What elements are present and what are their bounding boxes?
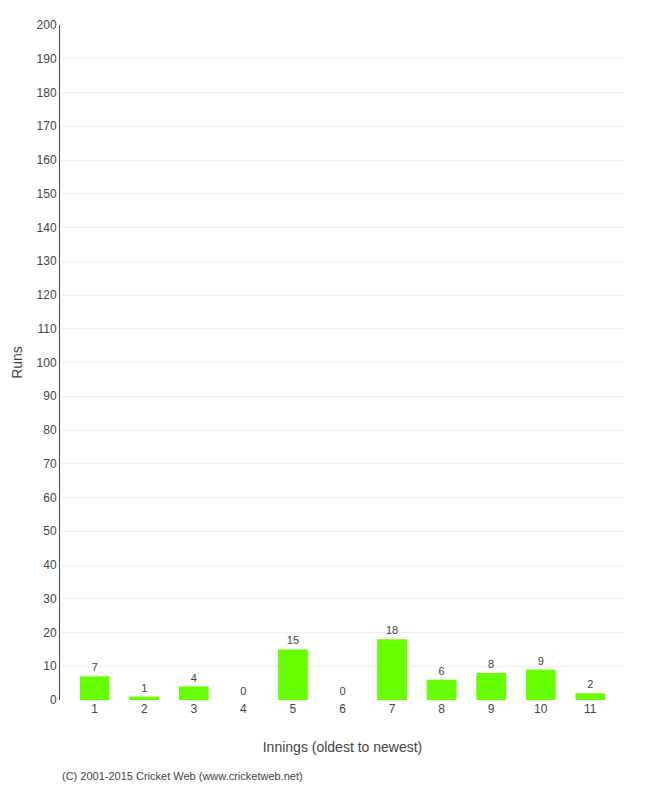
svg-text:190: 190 (37, 52, 57, 66)
svg-text:15: 15 (287, 634, 299, 646)
svg-text:120: 120 (37, 288, 57, 302)
svg-text:30: 30 (43, 592, 57, 606)
svg-text:10: 10 (43, 659, 57, 673)
svg-text:2: 2 (141, 702, 148, 716)
svg-text:Runs: Runs (9, 346, 25, 379)
svg-text:90: 90 (43, 389, 57, 403)
svg-text:170: 170 (37, 119, 57, 133)
svg-text:0: 0 (240, 685, 246, 697)
svg-text:60: 60 (43, 491, 57, 505)
svg-text:130: 130 (37, 254, 57, 268)
svg-text:140: 140 (37, 221, 57, 235)
svg-text:0: 0 (339, 685, 345, 697)
svg-text:6: 6 (439, 665, 445, 677)
svg-text:(C) 2001-2015 Cricket Web (www: (C) 2001-2015 Cricket Web (www.cricketwe… (62, 770, 303, 782)
svg-text:4: 4 (191, 672, 197, 684)
svg-text:2: 2 (587, 678, 593, 690)
svg-text:9: 9 (538, 655, 544, 667)
svg-text:80: 80 (43, 423, 57, 437)
svg-text:1: 1 (141, 682, 147, 694)
svg-text:7: 7 (389, 702, 396, 716)
svg-text:160: 160 (37, 153, 57, 167)
svg-text:1: 1 (91, 702, 98, 716)
svg-text:110: 110 (37, 322, 56, 336)
svg-text:0: 0 (50, 693, 57, 707)
svg-text:70: 70 (43, 457, 57, 471)
svg-text:150: 150 (37, 187, 57, 201)
svg-text:200: 200 (37, 18, 57, 32)
svg-text:Innings (oldest to newest): Innings (oldest to newest) (263, 739, 423, 755)
svg-text:3: 3 (190, 702, 197, 716)
svg-text:40: 40 (43, 558, 57, 572)
svg-text:180: 180 (37, 86, 57, 100)
svg-text:4: 4 (240, 702, 247, 716)
svg-text:11: 11 (584, 702, 597, 716)
svg-text:5: 5 (290, 702, 297, 716)
svg-text:20: 20 (43, 626, 57, 640)
svg-text:6: 6 (339, 702, 346, 716)
svg-text:18: 18 (386, 624, 398, 636)
svg-text:8: 8 (438, 702, 445, 716)
svg-text:10: 10 (534, 702, 548, 716)
svg-text:8: 8 (488, 658, 494, 670)
svg-text:7: 7 (92, 661, 98, 673)
svg-text:100: 100 (37, 356, 57, 370)
svg-text:9: 9 (488, 702, 495, 716)
svg-text:50: 50 (43, 524, 57, 538)
